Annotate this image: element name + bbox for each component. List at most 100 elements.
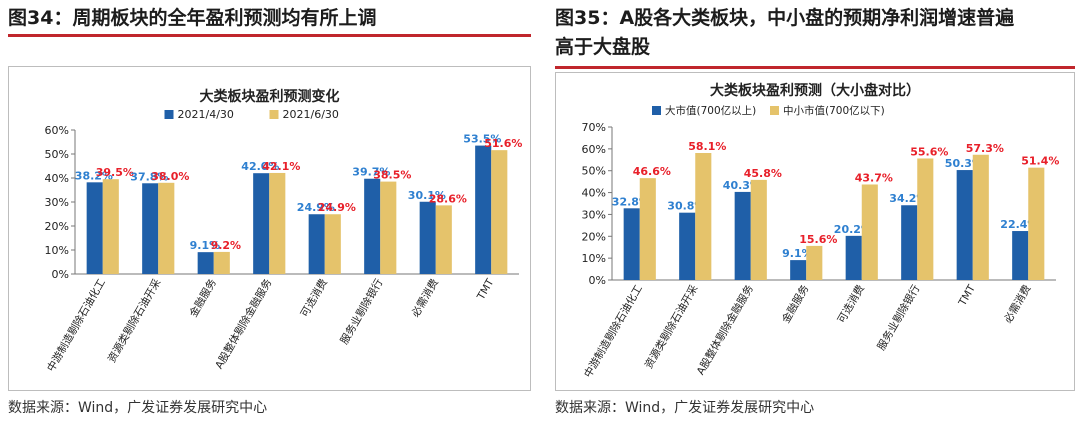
data-label: 38.5% bbox=[373, 169, 411, 182]
right-figure-title-line2: 高于大盘股 bbox=[555, 36, 651, 58]
left-figure-title: 图34：周期板块的全年盈利预测均有所上调 bbox=[8, 7, 377, 29]
bar bbox=[695, 153, 712, 280]
y-tick-label: 60% bbox=[582, 143, 606, 156]
data-label: 24.9% bbox=[318, 201, 356, 214]
category-label: TMT bbox=[475, 276, 497, 302]
data-label: 24.9% bbox=[297, 201, 335, 214]
right-source: 数据来源：Wind，广发证券发展研究中心 bbox=[555, 400, 815, 416]
category-label: 金融服务 bbox=[187, 276, 220, 319]
left-chart: 大类板块盈利预测变化 2021/4/30 2021/6/30 0% 10% 20% 30% 4… bbox=[44, 88, 522, 374]
data-label: 38.0% bbox=[151, 170, 189, 183]
category-label: 资源类剔除石油开采 bbox=[642, 282, 701, 371]
bar bbox=[917, 158, 934, 280]
data-label: 9.2% bbox=[211, 239, 242, 252]
bar bbox=[419, 201, 436, 274]
legend-swatch bbox=[164, 110, 174, 119]
bar bbox=[623, 208, 640, 280]
bar bbox=[806, 245, 823, 280]
legend-label: 大市值(700亿以上) bbox=[665, 104, 756, 117]
data-label: 51.4% bbox=[1021, 155, 1059, 168]
y-tick-label: 20% bbox=[582, 230, 606, 243]
right-title-rule bbox=[555, 66, 1075, 69]
category-label: 中游制造剔除石油化工 bbox=[44, 277, 108, 374]
y-tick-label: 0% bbox=[52, 268, 69, 281]
bar bbox=[956, 170, 973, 280]
bar bbox=[213, 251, 230, 274]
data-label: 51.6% bbox=[484, 137, 522, 150]
bar bbox=[790, 260, 807, 280]
bar bbox=[158, 182, 175, 274]
data-label: 9.1% bbox=[190, 239, 221, 252]
bar bbox=[491, 150, 508, 274]
bar bbox=[475, 145, 492, 274]
data-label: 42.1% bbox=[262, 160, 300, 173]
bar bbox=[750, 179, 767, 280]
data-label: 30.1% bbox=[408, 189, 446, 202]
category-label: 可选消费 bbox=[298, 277, 330, 320]
legend-swatch bbox=[770, 106, 779, 115]
legend-label: 2021/4/30 bbox=[178, 108, 234, 121]
y-tick-label: 30% bbox=[45, 196, 69, 209]
category-label: TMT bbox=[956, 282, 978, 308]
y-tick-label: 50% bbox=[582, 165, 606, 178]
category-label: A股整体剔除金融服务 bbox=[212, 276, 274, 371]
legend-label: 中小市值(700亿以下) bbox=[783, 104, 885, 117]
category-label: 资源类剔除石油开采 bbox=[105, 276, 164, 365]
bar bbox=[1028, 167, 1045, 280]
bar bbox=[861, 184, 878, 280]
data-label: 45.8% bbox=[744, 167, 782, 180]
bar bbox=[972, 154, 989, 280]
right-chart-frame: 大类板块盈利预测（大小盘对比） 大市值(700亿以上) 中小市值(700亿以下) 0%… bbox=[555, 72, 1075, 391]
bar bbox=[734, 191, 751, 280]
bar bbox=[86, 182, 103, 274]
data-label: 57.3% bbox=[966, 142, 1004, 155]
bar bbox=[142, 183, 159, 274]
y-tick-label: 10% bbox=[582, 252, 606, 265]
data-label: 46.6% bbox=[633, 165, 671, 178]
data-label: 39.5% bbox=[96, 166, 134, 179]
right-chart: 大类板块盈利预测（大小盘对比） 大市值(700亿以上) 中小市值(700亿以下) 0%… bbox=[581, 82, 1059, 380]
chart-title: 大类板块盈利预测变化 bbox=[200, 88, 340, 105]
bar bbox=[639, 178, 656, 280]
y-tick-label: 40% bbox=[582, 187, 606, 200]
right-figure-title-line1: 图35：A股各大类板块，中小盘的预期净利润增速普遍 bbox=[555, 7, 1015, 29]
category-label: 必需消费 bbox=[409, 277, 441, 320]
y-tick-label: 0% bbox=[589, 274, 606, 287]
data-label: 38.2% bbox=[75, 169, 113, 182]
data-label: 39.7% bbox=[352, 166, 390, 179]
y-tick-label: 50% bbox=[45, 148, 69, 161]
bar bbox=[269, 172, 286, 274]
category-label: 中游制造剔除石油化工 bbox=[581, 283, 645, 380]
data-label: 15.6% bbox=[799, 233, 837, 246]
bar bbox=[197, 252, 214, 274]
bar bbox=[845, 235, 862, 280]
y-tick-label: 40% bbox=[45, 172, 69, 185]
data-label: 9.1% bbox=[782, 247, 813, 260]
legend-swatch bbox=[269, 110, 279, 119]
category-label: 服务业剔除银行 bbox=[337, 276, 385, 347]
bar bbox=[679, 212, 696, 280]
data-label: 28.6% bbox=[429, 192, 467, 205]
data-label: 53.5% bbox=[463, 133, 501, 146]
y-tick-label: 10% bbox=[45, 244, 69, 257]
data-label: 43.7% bbox=[855, 171, 893, 184]
y-tick-label: 20% bbox=[45, 220, 69, 233]
data-label: 55.6% bbox=[910, 145, 948, 158]
left-title-rule bbox=[8, 34, 531, 37]
legend-swatch bbox=[652, 106, 661, 115]
bar bbox=[308, 214, 325, 274]
y-tick-label: 60% bbox=[45, 124, 69, 137]
category-label: 服务业剔除银行 bbox=[874, 282, 922, 353]
bar bbox=[435, 205, 452, 274]
data-label: 58.1% bbox=[688, 140, 726, 153]
category-label: 可选消费 bbox=[835, 283, 867, 326]
left-chart-frame: 大类板块盈利预测变化 2021/4/30 2021/6/30 0% 10% 20% 30% 4… bbox=[8, 66, 531, 391]
data-label: 42.0% bbox=[241, 160, 279, 173]
bar bbox=[324, 214, 341, 274]
legend-label: 2021/6/30 bbox=[283, 108, 339, 121]
bar bbox=[901, 205, 918, 280]
bar bbox=[102, 179, 119, 274]
left-source: 数据来源：Wind，广发证券发展研究中心 bbox=[8, 400, 268, 416]
category-label: 必需消费 bbox=[1001, 283, 1033, 326]
category-label: A股整体剔除金融服务 bbox=[694, 282, 756, 377]
